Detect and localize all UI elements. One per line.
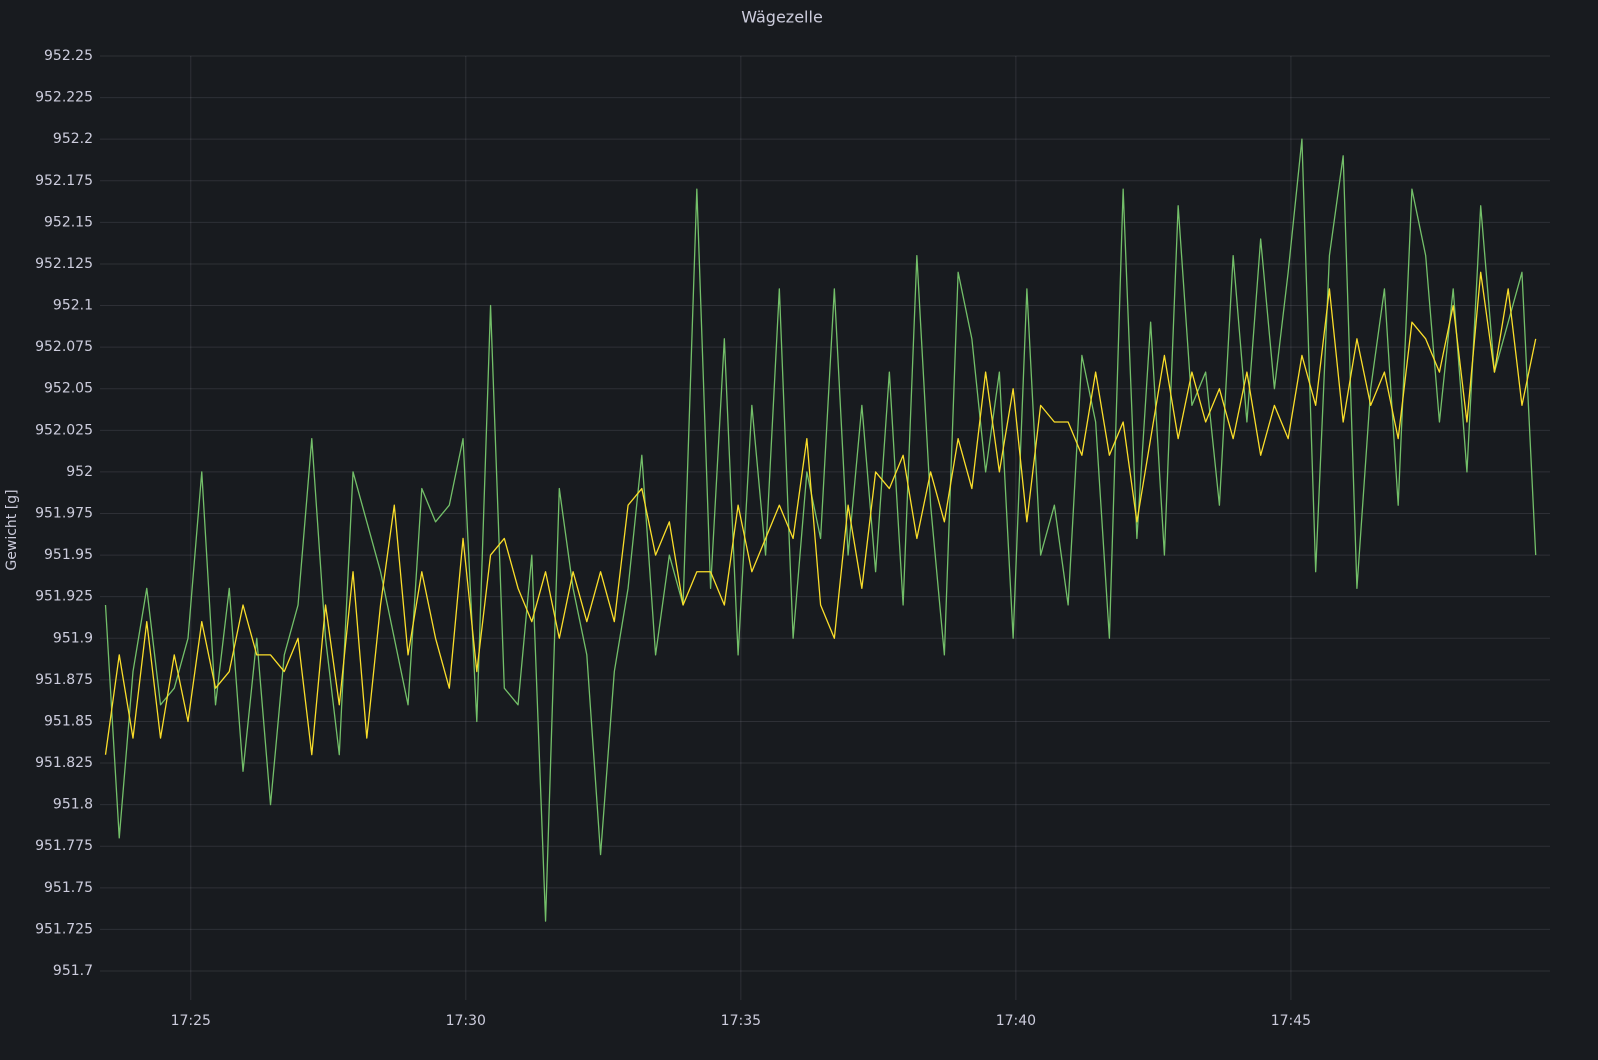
y-axis-label: Gewicht [g] [4, 489, 20, 570]
y-tick-label: 952.05 [44, 381, 93, 397]
y-tick-label: 952 [66, 464, 93, 480]
y-tick-label: 951.9 [53, 630, 93, 646]
y-tick-label: 951.875 [35, 672, 93, 688]
y-tick-label: 951.75 [44, 880, 93, 896]
y-tick-label: 951.725 [35, 921, 93, 937]
y-tick-label: 952.1 [53, 298, 93, 314]
y-tick-label: 952.175 [35, 173, 93, 189]
x-tick-label: 17:45 [1271, 1013, 1311, 1029]
y-tick-label: 952.125 [35, 256, 93, 272]
y-tick-label: 951.95 [44, 547, 93, 563]
y-tick-label: 951.8 [53, 797, 93, 813]
x-tick-label: 17:35 [721, 1013, 761, 1029]
y-tick-label: 952.15 [44, 214, 93, 230]
y-tick-label: 951.85 [44, 713, 93, 729]
x-tick-label: 17:40 [996, 1013, 1036, 1029]
y-tick-label: 951.975 [35, 506, 93, 522]
y-tick-label: 952.025 [35, 422, 93, 438]
y-tick-label: 952.075 [35, 339, 93, 355]
y-tick-label: 951.925 [35, 589, 93, 605]
y-tick-label: 951.7 [53, 963, 93, 979]
y-tick-label: 951.775 [35, 838, 93, 854]
y-tick-label: 952.25 [44, 48, 93, 64]
chart-title: Wägezelle [741, 8, 823, 27]
x-tick-label: 17:30 [446, 1013, 486, 1029]
y-tick-label: 952.2 [53, 131, 93, 147]
y-tick-label: 952.225 [35, 90, 93, 106]
y-tick-label: 951.825 [35, 755, 93, 771]
x-tick-label: 17:25 [171, 1013, 211, 1029]
series-line [104, 271, 1537, 756]
